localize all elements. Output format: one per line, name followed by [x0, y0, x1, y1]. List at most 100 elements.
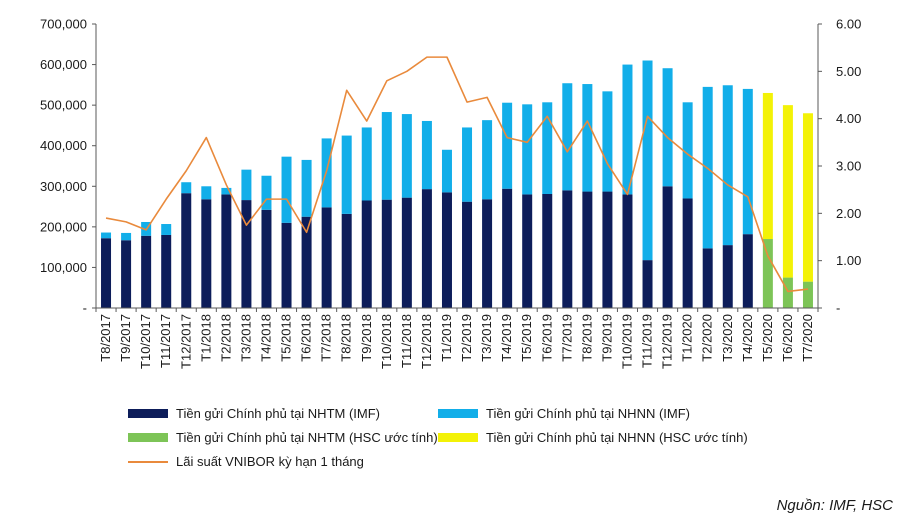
bar-nhnn_imf-25 [602, 91, 613, 192]
bar-nhnn_imf-22 [542, 102, 553, 194]
x-tick-label-24: T8/2019 [579, 314, 594, 362]
bar-nhtm_imf-32 [742, 234, 753, 308]
x-tick-label-12: T8/2018 [339, 314, 354, 362]
y-left-tick-label-7: 700,000 [40, 17, 87, 32]
bar-nhtm_imf-23 [562, 190, 573, 308]
x-tick-label-25: T9/2019 [599, 314, 614, 362]
bar-nhnn_imf-6 [221, 187, 232, 195]
bar-nhnn_imf-9 [281, 156, 292, 223]
bar-nhtm_imf-20 [502, 188, 513, 308]
bar-nhtm_imf-18 [462, 201, 473, 308]
x-tick-label-34: T6/2020 [780, 314, 795, 362]
bar-nhtm_imf-1 [121, 240, 132, 308]
bar-nhnn_imf-0 [101, 232, 112, 239]
bar-nhnn_imf-32 [742, 88, 753, 235]
x-tick-label-31: T3/2020 [720, 314, 735, 362]
y-left-tick-label-6: 600,000 [40, 57, 87, 72]
y-right-tick-label-2: 2.00 [836, 206, 861, 221]
y-right-tick-label-0: - [836, 301, 840, 316]
bar-nhtm_imf-21 [522, 194, 533, 308]
x-tick-label-28: T12/2019 [660, 314, 675, 369]
axes-group: - 100,000 200,000 300,000 400,000 500,000 600,… [40, 17, 861, 369]
x-tick-label-19: T3/2019 [479, 314, 494, 362]
bar-nhtm_imf-26 [622, 194, 633, 308]
x-tick-label-16: T12/2018 [419, 314, 434, 369]
bar-nhtm_imf-0 [101, 238, 112, 308]
x-tick-label-32: T4/2020 [740, 314, 755, 362]
y-right-tick-label-1: 1.00 [836, 253, 861, 268]
x-tick-label-35: T7/2020 [800, 314, 815, 362]
y-right-tick-label-4: 4.00 [836, 111, 861, 126]
bar-nhtm_imf-15 [401, 197, 412, 308]
bar-nhnn_imf-1 [121, 232, 132, 241]
bar-nhnn_imf-10 [301, 159, 312, 217]
bar-nhtm_imf-14 [381, 199, 392, 308]
bar-nhnn_imf-18 [462, 127, 473, 202]
bar-nhtm_imf-30 [702, 248, 713, 308]
x-tick-label-18: T2/2019 [459, 314, 474, 362]
bar-nhnn_imf-17 [441, 149, 452, 193]
bar-nhnn_imf-21 [522, 104, 533, 195]
bar-nhnn_imf-23 [562, 83, 573, 191]
bar-nhtm_hsc-35 [802, 281, 813, 308]
x-tick-label-15: T11/2018 [399, 314, 414, 368]
x-tick-label-4: T12/2017 [178, 314, 193, 369]
bar-nhnn_imf-27 [642, 60, 653, 261]
y-right-tick-label-6: 6.00 [836, 17, 861, 32]
bar-nhtm_imf-16 [421, 189, 432, 308]
x-tick-label-7: T3/2018 [238, 314, 253, 362]
bar-nhnn_imf-16 [421, 120, 432, 190]
bar-nhnn_imf-3 [161, 224, 172, 235]
y-left-tick-label-2: 200,000 [40, 219, 87, 234]
bar-nhtm_imf-12 [341, 213, 352, 308]
vnibor-line-group [105, 56, 809, 293]
bar-nhtm_hsc-33 [762, 239, 773, 308]
bar-nhtm_imf-6 [221, 194, 232, 308]
bar-nhtm_imf-10 [301, 216, 312, 308]
bar-nhtm_imf-29 [682, 198, 693, 308]
x-tick-label-0: T8/2017 [98, 314, 113, 362]
x-tick-label-17: T1/2019 [439, 314, 454, 362]
x-tick-label-13: T9/2018 [359, 314, 374, 362]
x-tick-label-33: T5/2020 [760, 314, 775, 362]
y-left-tick-label-1: 100,000 [40, 260, 87, 275]
bar-nhnn_imf-8 [261, 175, 272, 210]
bar-nhtm_hsc-34 [782, 277, 793, 308]
bar-nhtm_imf-19 [482, 199, 493, 308]
bar-nhtm_imf-4 [181, 193, 192, 308]
x-tick-label-22: T6/2019 [539, 314, 554, 362]
x-tick-label-29: T1/2020 [680, 314, 695, 362]
bar-nhnn_imf-20 [502, 102, 513, 189]
bar-nhnn_imf-7 [241, 169, 252, 201]
line-vnibor [105, 56, 809, 293]
y-left-tick-label-5: 500,000 [40, 98, 87, 113]
bar-nhnn_imf-31 [722, 85, 733, 246]
bar-nhtm_imf-8 [261, 209, 272, 308]
bar-nhnn_imf-29 [682, 102, 693, 199]
x-tick-label-11: T7/2018 [319, 314, 334, 362]
y-left-tick-label-3: 300,000 [40, 179, 87, 194]
bar-nhnn_imf-13 [361, 127, 372, 201]
y-right-tick-label-3: 3.00 [836, 159, 861, 174]
x-tick-label-30: T2/2020 [700, 314, 715, 362]
bar-nhtm_imf-22 [542, 193, 553, 308]
x-tick-label-6: T2/2018 [218, 314, 233, 362]
bar-nhnn_imf-28 [662, 68, 673, 187]
bar-nhtm_imf-24 [582, 191, 593, 308]
x-tick-label-20: T4/2019 [499, 314, 514, 362]
y-left-tick-label-4: 400,000 [40, 138, 87, 153]
x-tick-label-26: T10/2019 [619, 314, 634, 369]
x-tick-label-1: T9/2017 [118, 314, 133, 362]
bar-nhtm_imf-25 [602, 191, 613, 308]
x-tick-label-10: T6/2018 [299, 314, 314, 362]
bar-nhtm_imf-9 [281, 222, 292, 308]
x-tick-label-23: T7/2019 [559, 314, 574, 362]
bar-nhnn_hsc-33 [762, 92, 773, 240]
y-left-tick-label-0: - [83, 301, 87, 316]
bar-nhtm_imf-5 [201, 199, 212, 308]
x-tick-label-21: T5/2019 [519, 314, 534, 362]
bar-nhnn_imf-4 [181, 182, 192, 194]
bar-nhnn_imf-19 [482, 120, 493, 200]
bar-nhtm_imf-3 [161, 234, 172, 308]
bar-nhtm_imf-31 [722, 245, 733, 308]
